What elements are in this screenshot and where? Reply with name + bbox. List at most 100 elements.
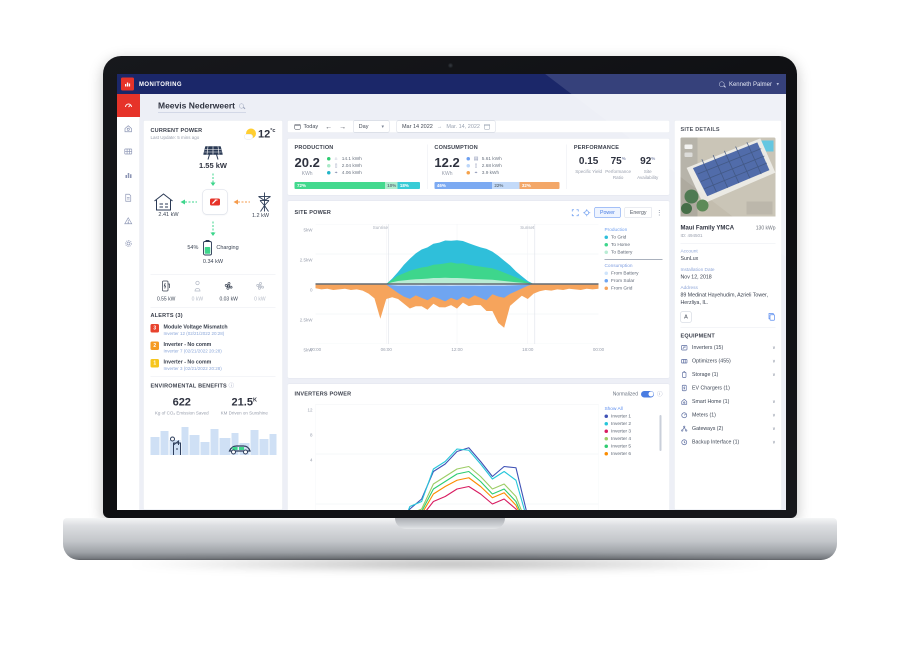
brand-name: MONITORING	[139, 80, 182, 88]
chevron-down-icon: ∨	[772, 425, 776, 431]
inverter-icon	[202, 189, 228, 215]
alert-row[interactable]: 3 Module Voltage Mismatch Inverter 12 (0…	[150, 324, 276, 336]
consumption-bar: 46% 22% 32%	[434, 182, 560, 189]
chevron-down-icon: ∨	[772, 344, 776, 350]
period-select[interactable]: Day ▾	[353, 120, 390, 133]
prev-day-button[interactable]: ←	[325, 122, 333, 131]
bar-segment: 18%	[397, 182, 420, 189]
map-marker-button[interactable]: A	[680, 311, 692, 323]
legend-item[interactable]: To Battery	[604, 250, 663, 255]
today-label: Today	[303, 123, 319, 130]
load-fan-1[interactable]: 0.03 kW	[213, 280, 244, 302]
sidebar-item-reports[interactable]	[117, 186, 140, 209]
load-ev-charger[interactable]: 0.55 kW	[151, 280, 182, 302]
production-row-value: 4.06 kWh	[341, 170, 362, 176]
alert-row[interactable]: 1 Inverter - No comm Inverter 3 (02/21/2…	[150, 359, 276, 371]
legend-item[interactable]: To Home	[604, 242, 663, 248]
equipment-row-smart-home[interactable]: Smart Home (1) ∨	[681, 395, 776, 409]
pv-power-value: 1.55 kW	[199, 161, 227, 171]
load-fan-2[interactable]: 0 kW	[244, 280, 275, 302]
battery-icon: ▯	[334, 163, 338, 169]
main-column: Today ← → Day ▾ Mar 14 2022 → Mar. 14, 20…	[287, 120, 670, 510]
power-toggle-button[interactable]: Power	[594, 207, 621, 218]
alert-badge: 2	[150, 341, 159, 350]
today-button[interactable]: Today	[294, 123, 319, 130]
sidebar-item-dashboard[interactable]	[117, 94, 140, 117]
account-value: SunLux	[680, 255, 699, 262]
info-icon[interactable]: ⓘ	[228, 383, 235, 389]
legend-item[interactable]: Inverter 6	[604, 451, 663, 457]
km-stat: 21.5K KM Driven on Sunshine	[213, 396, 276, 417]
search-icon[interactable]	[718, 81, 725, 87]
equipment-row-gateways[interactable]: Gateways (2) ∨	[681, 422, 776, 436]
legend-item[interactable]: From Battery	[604, 271, 663, 276]
date-range-picker[interactable]: Mar 14 2022 → Mar. 14, 2022	[396, 120, 496, 133]
normalized-toggle[interactable]	[641, 390, 654, 398]
chart-settings-icon[interactable]	[583, 209, 591, 217]
site-name-title[interactable]: Meevis Nederweert	[158, 101, 247, 113]
chevron-down-icon: ∨	[772, 439, 776, 445]
reports-icon	[125, 193, 132, 202]
legend-item[interactable]: Inverter 1	[604, 414, 663, 419]
km-caption: KM Driven on Sunshine	[220, 410, 268, 416]
calendar-icon	[484, 123, 490, 130]
kebab-menu-icon[interactable]: ⋮	[656, 208, 663, 217]
consumption-row-value: 5.61 kWh	[481, 156, 502, 162]
chevron-down-icon[interactable]: ▾	[776, 81, 779, 87]
legend-scrollbar[interactable]	[659, 415, 662, 451]
legend-item[interactable]: To Grid	[604, 235, 663, 240]
city-skyline-illustration	[150, 427, 277, 456]
expand-icon[interactable]	[571, 209, 579, 217]
equipment-row-backup-interface[interactable]: Backup Interface (1) ∨	[681, 435, 776, 449]
bar-segment: 46%	[434, 182, 492, 189]
energy-toggle-button[interactable]: Energy	[624, 207, 652, 218]
sidebar-item-settings[interactable]	[117, 232, 140, 255]
sidebar-item-layout[interactable]	[117, 117, 140, 140]
loads-row: 0.55 kW 0 kW 0.03 kW	[151, 280, 276, 302]
sidebar-item-alerts[interactable]	[117, 209, 140, 232]
legend-item[interactable]: Inverter 2	[604, 421, 663, 427]
alert-title: Module Voltage Mismatch	[163, 324, 228, 330]
calendar-icon	[294, 123, 301, 130]
legend-item[interactable]: From Solar	[604, 278, 663, 284]
legend-item[interactable]: Inverter 3	[604, 429, 663, 434]
legend-item[interactable]: Inverter 5	[604, 444, 663, 449]
legend-item[interactable]: From Grid	[604, 286, 663, 291]
inverters-legend: Show All Inverter 1 Inverter 2 Inverter …	[599, 404, 663, 510]
site-availability-stat: 92% Site Availability	[637, 155, 659, 180]
copy-icon[interactable]	[768, 313, 776, 322]
legend-dot	[326, 171, 331, 175]
load-water-heater[interactable]: 0 kW	[182, 280, 213, 302]
sidebar-item-panels[interactable]	[117, 140, 140, 163]
equipment-row-optimizers[interactable]: Optimizers (455) ∨	[681, 354, 776, 368]
brand-logo-icon[interactable]	[121, 77, 134, 91]
user-name[interactable]: Kenneth Palmer	[728, 80, 772, 88]
account-label: Account	[680, 248, 698, 255]
legend-dot	[326, 164, 331, 168]
equipment-row-inverters[interactable]: Inverters (15) ∨	[681, 341, 776, 355]
production-title: PRODUCTION	[294, 144, 334, 151]
power-flow-diagram: 1.55 kW	[151, 146, 276, 270]
site-power-y-axis: 5kW 2.5kW 0 2.5kW 5kW	[299, 227, 313, 353]
date-start: Mar 14 2022	[401, 123, 433, 130]
alert-row[interactable]: 2 Inverter - No comm Inverter 7 (02/21/2…	[150, 341, 276, 354]
equipment-row-meters[interactable]: Meters (1) ∨	[681, 408, 776, 422]
show-all-link[interactable]: Show All	[604, 406, 623, 412]
screen: MONITORING Kenneth Palmer ▾	[117, 74, 786, 510]
site-search-icon[interactable]	[239, 103, 245, 109]
alerts-section: ALERTS (3) 3 Module Voltage Mismatch Inv…	[150, 313, 276, 371]
co2-stat: 622 Kg of CO₂ Emission Saved	[151, 396, 214, 417]
performance-section: PERFORMANCE 0.15 Specific Yield	[566, 144, 669, 189]
sidebar-item-charts[interactable]	[117, 163, 140, 186]
chevron-down-icon: ▾	[381, 123, 384, 130]
info-icon[interactable]: ⓘ	[657, 391, 663, 398]
next-day-button[interactable]: →	[339, 122, 347, 131]
alert-detail: Inverter 7 (02/21/2022 20:28)	[163, 348, 222, 354]
storage-battery-icon	[682, 371, 687, 378]
legend-item[interactable]: Inverter 4	[604, 436, 663, 442]
equipment-row-storage[interactable]: Storage (1) ∨	[681, 368, 776, 382]
alert-detail: Inverter 3 (02/21/2022 20:28)	[163, 366, 222, 371]
equipment-row-ev-chargers[interactable]: EV Chargers (1)	[681, 381, 776, 395]
site-power-card: SITE POWER Power Energy ⋮	[287, 200, 670, 379]
